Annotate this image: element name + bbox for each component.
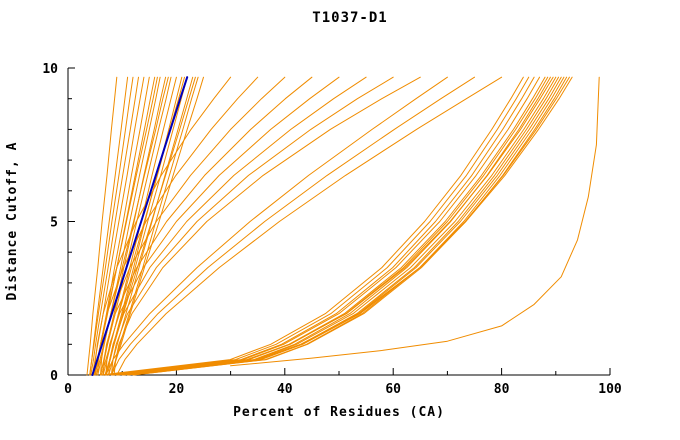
model-curve: [132, 76, 565, 376]
model-curve: [86, 76, 118, 376]
x-tick-label: 20: [169, 382, 185, 397]
model-curve: [110, 76, 475, 376]
model-curve: [102, 76, 313, 376]
x-tick-label: 80: [494, 382, 510, 397]
model-curve: [90, 76, 139, 376]
model-curve: [113, 76, 421, 376]
y-tick-label: 0: [50, 369, 58, 384]
model-curve: [116, 76, 573, 376]
model-curve: [132, 76, 568, 376]
model-curve: [89, 76, 134, 376]
x-tick-label: 100: [598, 382, 622, 397]
y-tick-label: 5: [50, 216, 58, 231]
model-curve: [105, 76, 530, 376]
model-curve: [110, 76, 535, 376]
model-curve: [95, 76, 169, 376]
model-curve: [121, 76, 557, 376]
model-curve: [121, 76, 551, 376]
model-curve: [110, 76, 394, 376]
model-curve: [110, 76, 554, 376]
axes: 0 20 40 60 80 100 0 5 10: [42, 62, 622, 397]
model-curve: [230, 76, 600, 367]
model-curve: [108, 76, 367, 376]
model-curve: [94, 76, 232, 376]
model-curve: [116, 76, 549, 376]
model-curve: [105, 76, 340, 376]
y-tick-label: 10: [42, 62, 58, 77]
model-curve: [110, 76, 540, 376]
model-curve: [105, 76, 448, 376]
model-curve: [100, 76, 524, 376]
x-tick-label: 0: [64, 382, 72, 397]
y-axis-label: Distance Cutoff, A: [5, 142, 20, 301]
model-curve: [116, 76, 503, 376]
chart-title: T1037-D1: [312, 10, 387, 26]
highlight-curve: [91, 76, 189, 376]
model-curve: [100, 76, 286, 376]
x-tick-label: 60: [385, 382, 401, 397]
model-curves: [86, 76, 600, 376]
x-tick-label: 40: [277, 382, 293, 397]
model-curve: [100, 76, 172, 376]
model-curve: [108, 76, 194, 376]
x-axis-label: Percent of Residues (CA): [233, 405, 445, 420]
model-curve: [104, 76, 196, 376]
model-curve: [102, 76, 177, 376]
